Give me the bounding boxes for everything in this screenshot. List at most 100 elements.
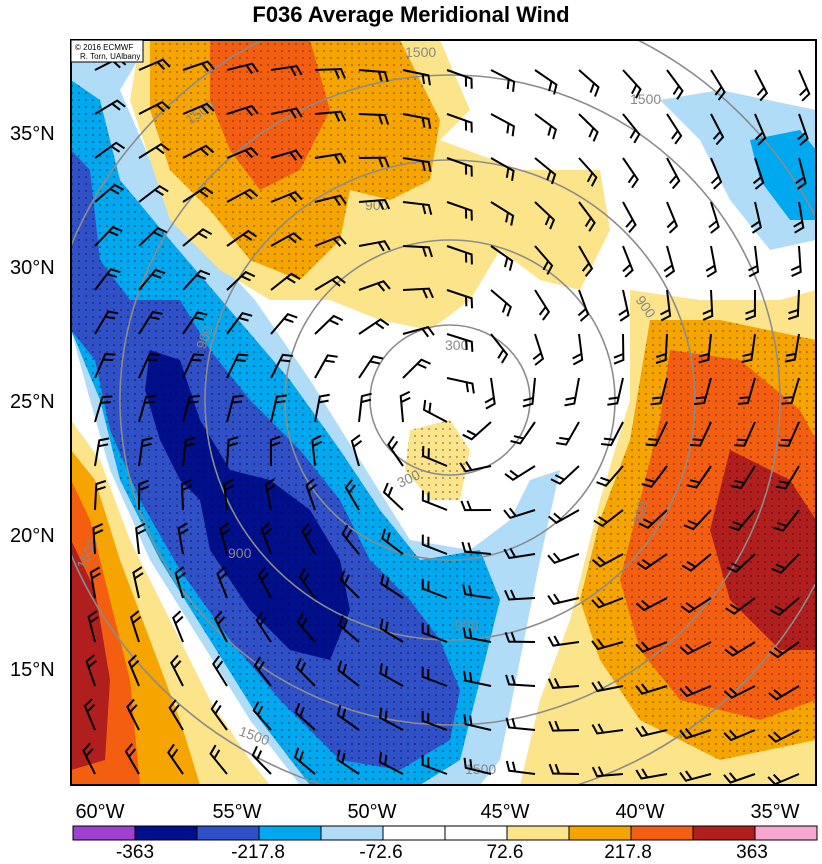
wind-barb xyxy=(731,465,756,490)
wind-barb xyxy=(381,528,404,555)
credit-background xyxy=(70,39,144,63)
wind-barb xyxy=(548,763,580,775)
wind-barb xyxy=(660,289,672,322)
wind-barb xyxy=(226,311,253,335)
colorbar-segment xyxy=(196,825,260,841)
wind-barb xyxy=(87,610,99,643)
wind-barb xyxy=(564,377,580,407)
shade-cyan-northeast xyxy=(750,130,816,220)
wind-barb xyxy=(341,524,360,555)
contour-label: 300 xyxy=(445,337,469,353)
wind-barb xyxy=(534,69,558,95)
wind-barb xyxy=(446,113,473,133)
wind-barb xyxy=(314,152,347,165)
wind-barb xyxy=(402,358,431,379)
wind-barb xyxy=(358,392,372,423)
wind-barb xyxy=(446,377,475,394)
wind-barb xyxy=(768,641,800,659)
colorbar-segment xyxy=(320,825,384,841)
wind-barb xyxy=(402,157,432,173)
wind-barb xyxy=(94,310,119,335)
wind-barb xyxy=(402,201,433,215)
wind-barb xyxy=(534,201,556,230)
wind-barb xyxy=(378,752,404,775)
wind-barb xyxy=(182,353,204,379)
wind-barb xyxy=(462,584,492,599)
wind-barb xyxy=(270,232,302,247)
wind-barb xyxy=(788,289,800,321)
wind-barb xyxy=(645,421,668,447)
wind-barb xyxy=(314,275,346,291)
wind-barb xyxy=(505,760,536,775)
credit-line-2: R. Torn, UAlbany xyxy=(80,52,140,61)
wind-barb xyxy=(301,522,316,555)
wind-barb xyxy=(572,333,584,366)
colorbar-segment xyxy=(692,825,756,841)
wind-barb xyxy=(378,707,404,731)
wind-barb xyxy=(613,333,625,365)
colorbar-segment xyxy=(630,825,694,841)
wind-barb xyxy=(177,522,189,555)
wind-barb xyxy=(293,747,316,775)
wind-barb xyxy=(463,670,492,687)
wind-barb xyxy=(737,377,756,405)
wind-barb xyxy=(752,157,765,190)
wind-barb xyxy=(504,631,536,643)
wind-barb xyxy=(358,156,390,168)
wind-barb xyxy=(124,743,140,775)
radius-contours xyxy=(71,40,816,785)
wind-barb xyxy=(679,641,712,656)
wind-barb xyxy=(172,610,184,643)
wind-barb xyxy=(683,509,712,531)
wind-barb xyxy=(226,188,259,203)
lat-label-25n: 25°N xyxy=(10,391,55,413)
wind-barb xyxy=(641,465,668,488)
map-area: 1500 1500 1500 900 900 900 900 300 300 9… xyxy=(71,40,816,785)
wind-barb xyxy=(226,104,259,117)
colorbar-label: -363 xyxy=(116,842,154,863)
wind-barb xyxy=(578,245,594,277)
wind-barb xyxy=(298,567,316,599)
lat-label-35n: 35°N xyxy=(10,123,55,145)
shade-light-blue-northeast xyxy=(660,90,816,250)
wind-barb xyxy=(710,157,723,190)
wind-barb xyxy=(182,228,213,247)
contour-label: 900 xyxy=(629,499,651,526)
wind-barb xyxy=(723,729,756,742)
wind-barb xyxy=(138,184,169,203)
lon-label-50w: 50°W xyxy=(347,801,396,823)
wind-barb xyxy=(490,201,515,226)
wind-barb xyxy=(251,745,272,775)
wind-barb xyxy=(666,201,679,234)
colorbar-segment xyxy=(134,825,198,841)
wind-barb xyxy=(750,201,762,234)
wind-barb xyxy=(336,749,360,775)
colorbar-segment xyxy=(382,825,446,841)
wind-barb xyxy=(446,157,473,177)
contour-label: 1500 xyxy=(405,44,436,60)
wind-barb xyxy=(635,768,668,780)
wind-barb xyxy=(578,113,599,142)
lon-label-45w: 45°W xyxy=(480,801,529,823)
wind-barb xyxy=(358,355,384,379)
wind-barb xyxy=(314,67,346,79)
wind-barb xyxy=(556,421,580,446)
wind-barb xyxy=(503,507,536,520)
colorbar-labels: -363 -217.8 -72.6 72.6 217.8 363 xyxy=(116,842,768,863)
wind-barb xyxy=(591,597,624,609)
wind-barb xyxy=(773,509,800,532)
contour-label: 900 xyxy=(193,323,216,351)
wind-barbs xyxy=(82,56,811,785)
wind-barb xyxy=(679,685,712,698)
wind-barb xyxy=(797,113,809,146)
wind-barb xyxy=(705,245,717,278)
wind-barb xyxy=(380,573,404,599)
wind-barb xyxy=(94,437,110,467)
wind-barb xyxy=(650,377,668,406)
wind-barb xyxy=(339,570,360,599)
wind-barb xyxy=(252,701,272,731)
wind-barb xyxy=(387,435,404,467)
wind-barb xyxy=(314,354,338,379)
stipple-east xyxy=(580,320,816,760)
colorbar xyxy=(72,825,818,841)
